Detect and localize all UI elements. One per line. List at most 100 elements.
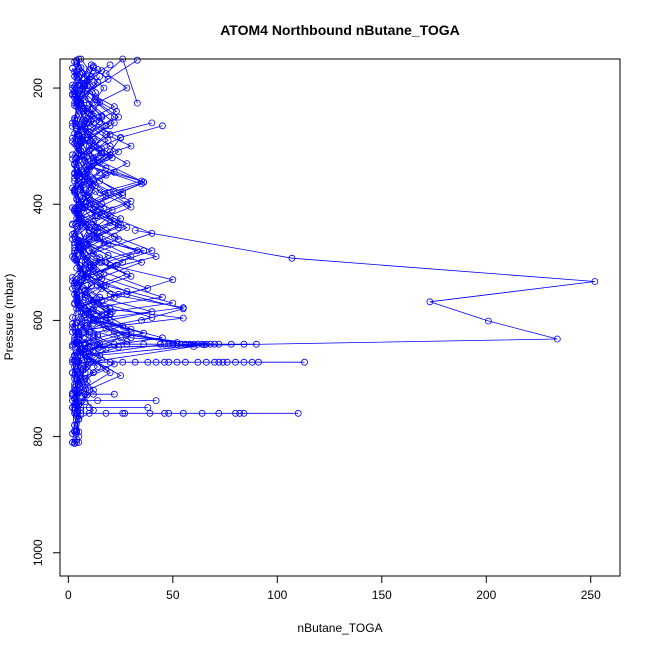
data-point [98,311,106,319]
data-point [102,131,110,138]
data-point [69,81,76,89]
data-point [96,118,104,126]
data-point [215,358,223,366]
data-point [215,409,223,417]
data-point [179,305,187,313]
data-point [90,358,97,366]
data-point [215,340,223,348]
data-point [83,256,91,264]
data-point [73,103,81,110]
data-point [71,352,78,360]
data-point [69,430,76,438]
data-point [73,122,81,130]
data-point [104,240,112,248]
x-tick-label: 150 [372,588,392,602]
data-point [156,340,164,348]
data-point [69,390,76,398]
y-tick-label: 200 [31,78,45,98]
data-point [181,340,189,348]
data-point [69,220,76,228]
data-point [173,340,181,348]
data-point [83,73,91,80]
data-point [102,305,110,313]
series-line-25 [82,67,122,350]
data-point [140,247,148,255]
data-point [75,95,83,102]
data-point [106,131,114,138]
data-point [106,61,114,69]
data-point [110,360,118,368]
data-point [77,269,85,277]
data-point [83,133,91,141]
data-point [98,275,106,283]
data-point [81,157,89,165]
data-point [232,409,239,417]
data-point [90,250,97,258]
data-point [104,136,112,144]
data-point [169,340,177,348]
data-point [98,145,106,153]
data-point [108,154,116,162]
y-tick-label: 800 [31,426,45,446]
data-point [75,215,83,223]
data-point [127,272,135,280]
data-point [90,154,97,162]
data-point [110,232,118,240]
data-point [119,189,127,197]
data-point [194,340,202,348]
data-point [81,117,89,124]
data-point [73,99,81,107]
data-point [255,358,262,366]
data-point [73,264,81,272]
data-point [117,133,124,141]
x-tick-label: 100 [267,588,287,602]
data-point [69,138,76,145]
data-point [240,358,248,366]
data-point [138,258,145,266]
data-point [94,363,101,371]
data-point [104,75,112,83]
data-point [90,142,97,150]
data-point [179,409,187,417]
data-point [81,375,89,382]
data-point [288,254,296,262]
x-axis-label: nButane_TOGA [297,621,382,635]
data-point [94,331,101,339]
data-point [484,317,492,325]
data-point [119,358,127,366]
data-point [73,60,81,67]
data-point [69,369,76,377]
data-point [119,192,127,199]
data-point [90,296,97,304]
data-point [102,316,110,324]
data-point [110,328,118,336]
data-point [131,226,139,234]
data-point [81,286,89,294]
data-point [198,340,206,348]
data-point [92,224,99,231]
data-point [127,328,135,336]
data-point [161,409,168,417]
data-point [85,193,93,201]
data-point [591,278,599,285]
data-point [71,233,78,241]
data-point [79,244,87,252]
data-point [71,169,78,177]
data-point [165,358,173,366]
data-point [92,182,99,190]
data-point [73,389,81,397]
y-axis-label: Pressure (mbar) [2,274,16,361]
y-tick-label: 400 [31,194,45,214]
x-tick-label: 250 [581,588,601,602]
data-point [152,397,160,405]
data-point [79,105,87,113]
data-point [77,135,85,143]
data-point [133,56,141,64]
data-point [75,132,83,140]
data-point [90,316,97,324]
data-point [73,428,81,436]
data-point [123,340,131,348]
data-point [106,309,114,317]
data-point [127,203,135,211]
